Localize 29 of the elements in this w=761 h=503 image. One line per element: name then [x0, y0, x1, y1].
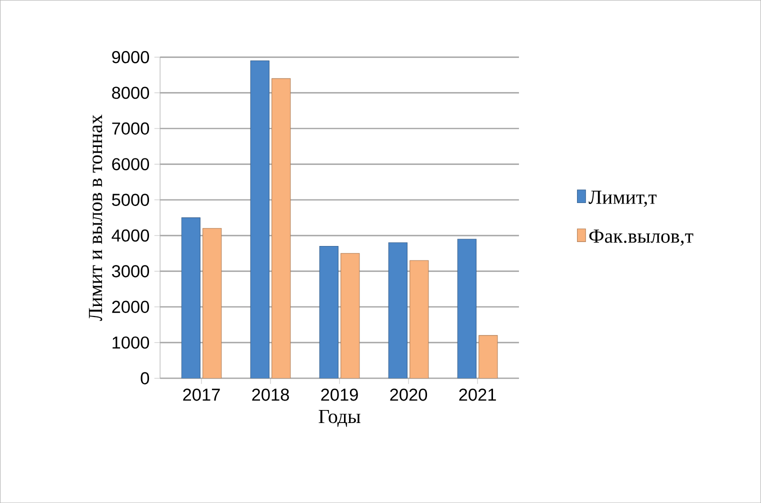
bar — [478, 335, 498, 378]
bar — [410, 260, 429, 378]
bar — [202, 228, 222, 378]
x-axis-title: Годы — [318, 410, 360, 427]
bar — [181, 217, 200, 378]
bar — [388, 242, 408, 378]
bar — [457, 238, 476, 378]
x-tick-label: 2017 — [183, 388, 220, 401]
x-tick-label: 2018 — [252, 388, 289, 401]
y-tick-label: 6000 — [112, 158, 150, 170]
bar — [340, 253, 360, 378]
y-tick-label: 7000 — [112, 122, 150, 135]
y-tick-label: 0 — [140, 372, 150, 384]
x-tick-label: 2019 — [321, 388, 358, 401]
bar — [272, 78, 291, 378]
y-tick-label: 3000 — [112, 265, 150, 278]
legend-label: Фак.вылов,т — [589, 230, 694, 246]
y-tick-label: 9000 — [112, 50, 150, 64]
y-tick-label: 8000 — [112, 86, 150, 99]
bar — [319, 246, 338, 378]
legend-label: Лимит,т — [588, 190, 657, 207]
x-tick-label: 2020 — [390, 388, 428, 401]
x-tick-label: 2021 — [459, 388, 496, 401]
y-tick-label: 2000 — [112, 300, 150, 313]
y-tick-label: 4000 — [112, 229, 150, 242]
y-axis-title: Лимит и вылов в тоннах — [88, 114, 102, 321]
y-tick-label: 1000 — [112, 336, 150, 349]
bar — [250, 60, 270, 378]
y-tick-label: 5000 — [112, 194, 150, 206]
